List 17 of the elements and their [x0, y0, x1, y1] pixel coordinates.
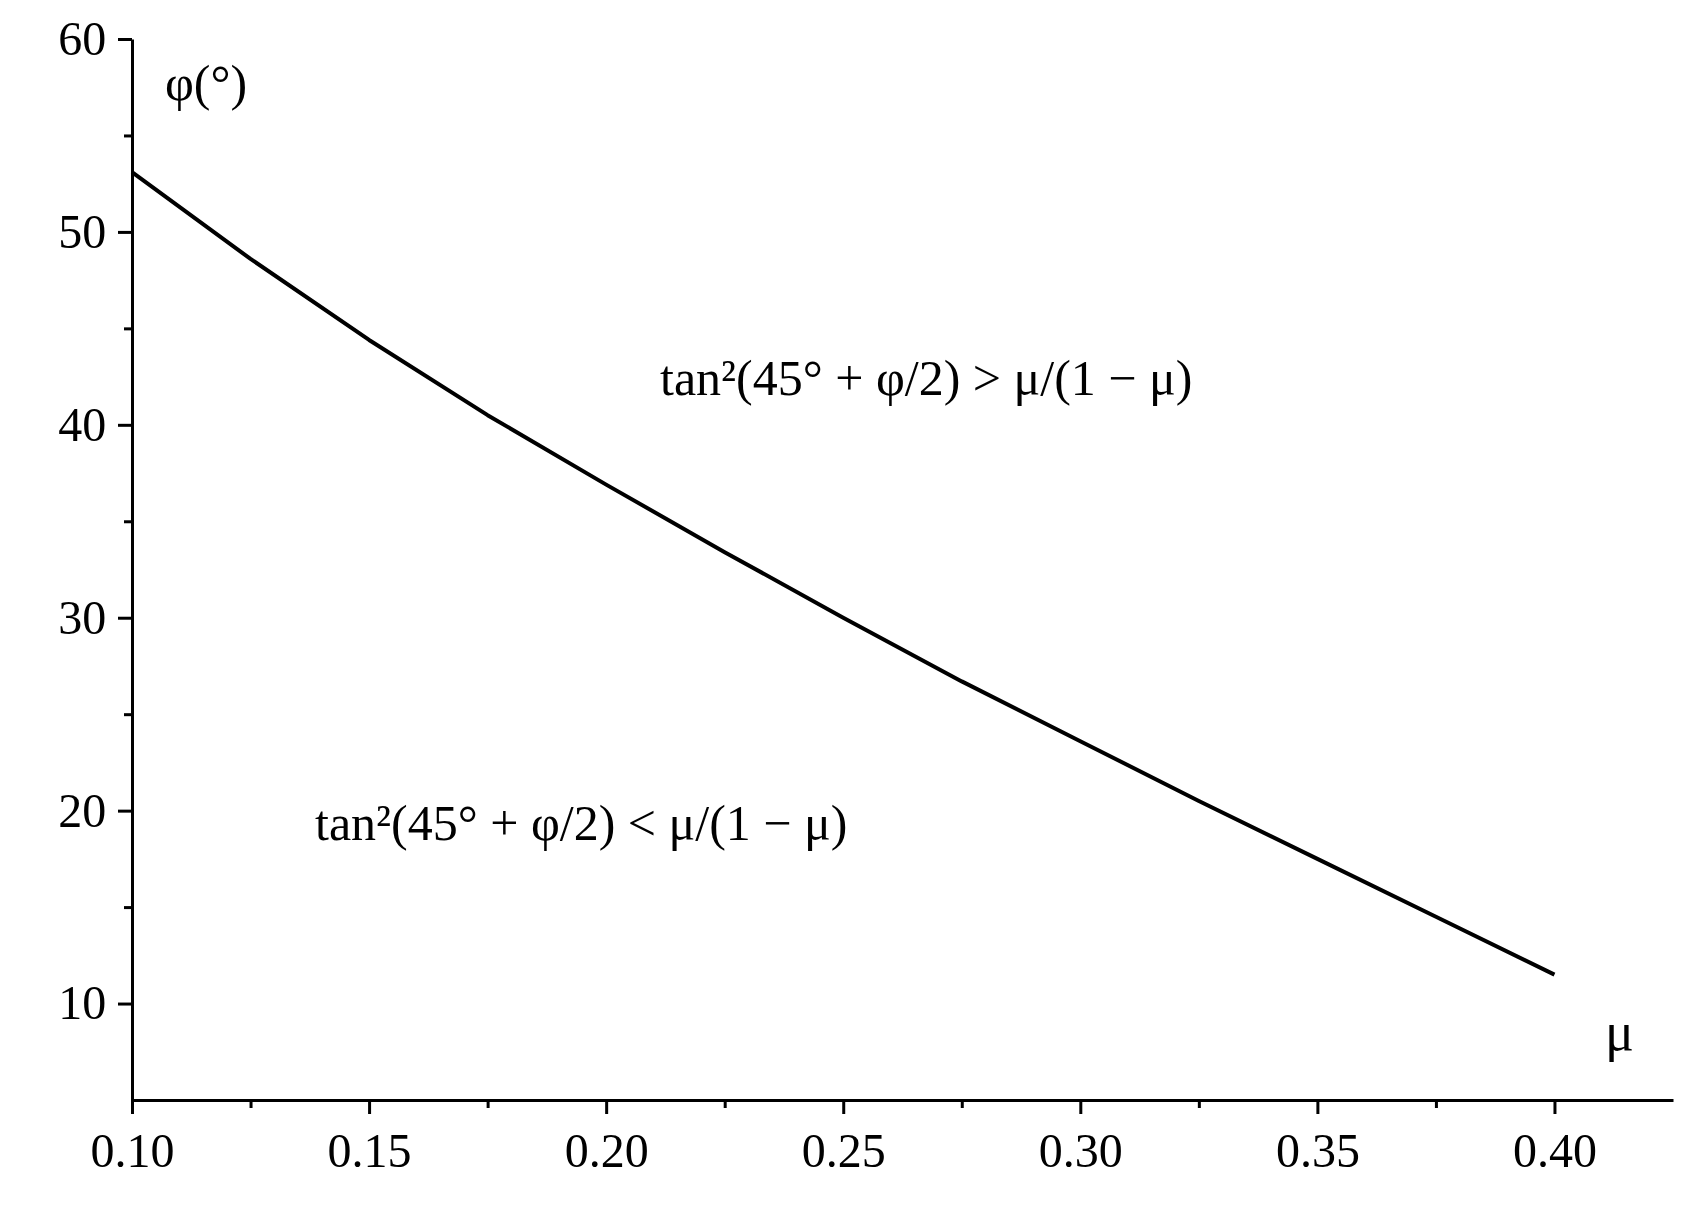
- y-tick-label: 20: [58, 783, 107, 837]
- x-tick-label: 0.25: [801, 1123, 886, 1177]
- x-tick-label: 0.15: [327, 1123, 412, 1177]
- y-tick-label: 10: [58, 976, 107, 1030]
- x-axis-title: μ: [1605, 1002, 1634, 1062]
- y-tick-label: 60: [58, 11, 107, 65]
- x-tick-label: 0.10: [90, 1123, 175, 1177]
- y-tick-label: 40: [58, 397, 107, 451]
- annotation: tan²(45° + φ/2) > μ/(1 − μ): [660, 350, 1193, 406]
- y-axis-title: φ(°): [165, 55, 248, 111]
- y-tick-label: 30: [58, 590, 107, 644]
- x-tick-label: 0.20: [564, 1123, 649, 1177]
- x-tick-label: 0.40: [1512, 1123, 1597, 1177]
- x-tick-label: 0.30: [1038, 1123, 1123, 1177]
- annotation: tan²(45° + φ/2) < μ/(1 − μ): [315, 795, 848, 851]
- x-tick-label: 0.35: [1275, 1123, 1360, 1177]
- y-tick-label: 50: [58, 204, 107, 258]
